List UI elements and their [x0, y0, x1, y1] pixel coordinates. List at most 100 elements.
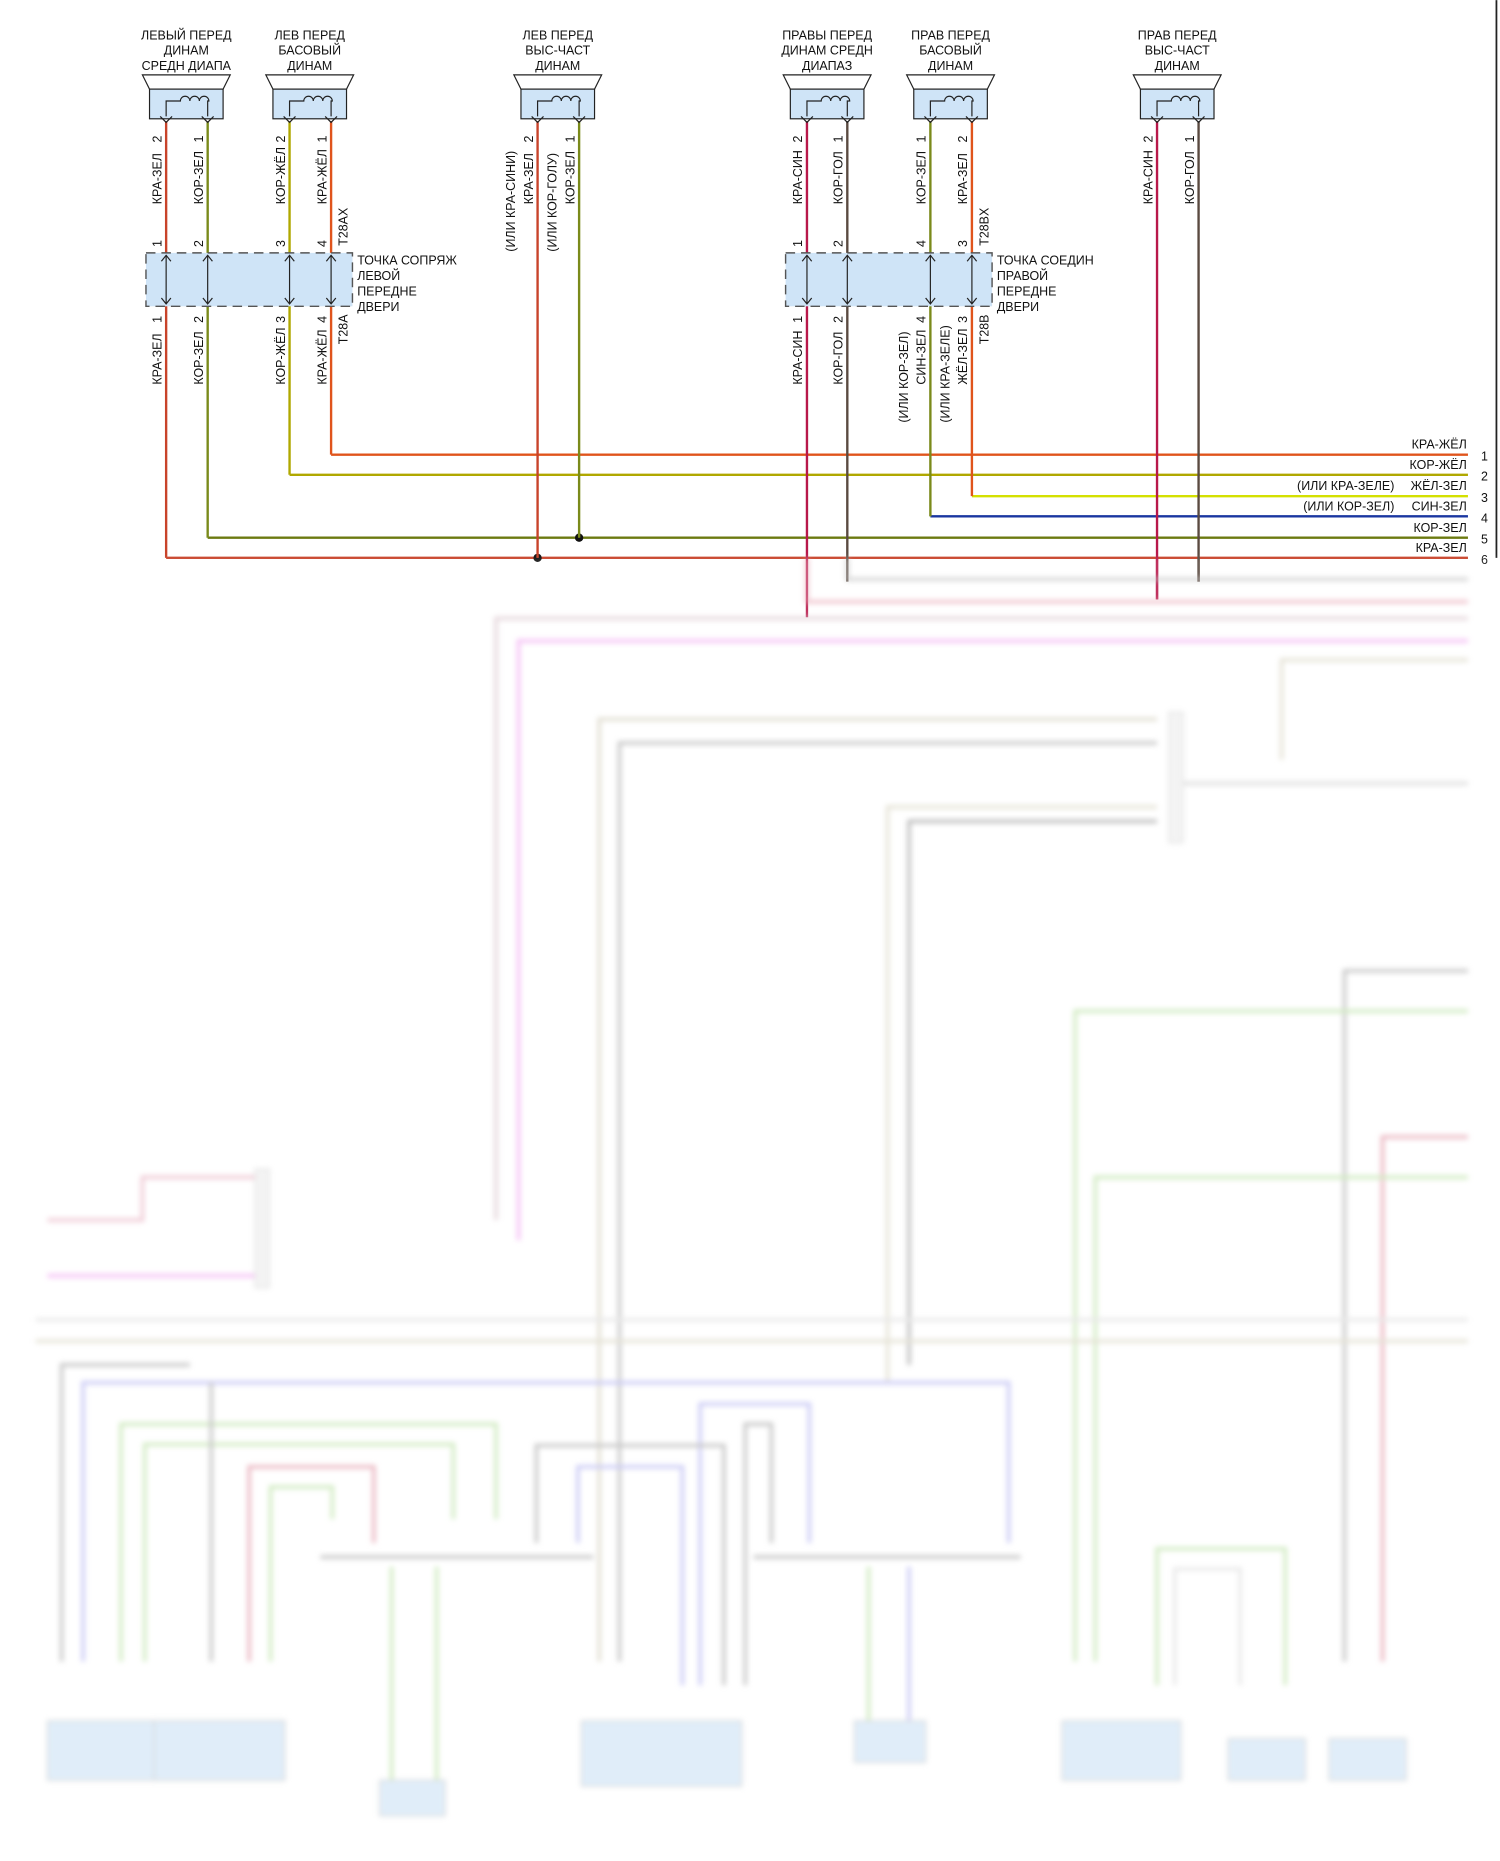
pin-number: 4	[315, 316, 329, 323]
pin-number: 3	[274, 240, 288, 247]
blurred-component	[853, 1720, 927, 1763]
wire-label: КРА-ЖЁЛ	[315, 329, 329, 384]
pin-number: 2	[832, 240, 846, 247]
pin-number: 1	[192, 136, 206, 143]
blurred-component	[1328, 1738, 1407, 1781]
connector-tag: T28AX	[337, 207, 351, 246]
blurred-wire	[47, 1175, 256, 1222]
pin-number: 3	[956, 316, 970, 323]
pin-arrow-icon	[966, 254, 978, 305]
speaker-coil-icon	[288, 95, 333, 117]
blurred-wire	[247, 1465, 376, 1662]
pin-number: 2	[150, 136, 164, 143]
pin-number: 1	[150, 316, 164, 323]
speaker-coil-icon	[806, 95, 851, 117]
blurred-wire	[534, 1443, 726, 1686]
harness-pin-number: 5	[1481, 533, 1488, 547]
harness-wire-label: КРА-ЖЁЛ	[1412, 438, 1467, 452]
pin-number: 1	[1183, 136, 1197, 143]
wire-alt-label: (ИЛИ КРА-СИНИ)	[504, 151, 518, 252]
pin-number: 1	[150, 240, 164, 247]
speaker-horn-icon	[905, 74, 996, 90]
blurred-wire	[805, 557, 1468, 604]
wire-label: КОР-ЖЁЛ	[274, 327, 288, 384]
wire-label: КРА-ЗЕЛ	[150, 153, 164, 204]
blurred-lower-section	[0, 557, 1500, 1861]
pin-arrow-icon	[1150, 115, 1164, 124]
speaker-horn-icon	[1132, 74, 1223, 90]
blurred-wire	[142, 1442, 456, 1662]
speaker-horn-icon	[141, 74, 232, 90]
blurred-wire	[743, 1422, 774, 1686]
speaker-title: ДИНАМ	[535, 59, 580, 73]
blurred-wire	[1380, 1135, 1468, 1662]
speaker-body	[148, 88, 224, 120]
haze-overlay	[0, 557, 1500, 1861]
pin-arrow-icon	[840, 115, 854, 124]
wire-label: КОР-ЗЕЛ	[192, 331, 206, 384]
blurred-wire	[576, 1465, 685, 1686]
speaker-title: ДИНАМ	[928, 59, 973, 73]
blurred-component	[379, 1779, 446, 1817]
wire-label: КОР-ЗЕЛ	[192, 151, 206, 204]
harness-wire-label: СИН-ЗЕЛ	[1412, 499, 1467, 513]
pin-number: 4	[915, 240, 929, 247]
blurred-wire	[268, 1485, 335, 1662]
connector-label: ЛЕВОЙ	[357, 268, 400, 283]
harness-alt-label: (ИЛИ КРА-ЗЕЛЕ)	[1297, 479, 1394, 493]
pin-number: 2	[192, 316, 206, 323]
connector-label: ПРАВОЙ	[997, 268, 1048, 283]
blurred-wire	[1342, 969, 1468, 1662]
blurred-wire	[885, 805, 1158, 1383]
pin-arrow-icon	[283, 115, 296, 124]
harness-alt-label: (ИЛИ КОР-ЗЕЛ)	[1303, 499, 1394, 513]
pin-arrow-icon	[572, 115, 586, 124]
speaker-title: ЛЕВЫЙ ПЕРЕД	[141, 27, 232, 42]
wire-label: СИН-ЗЕЛ	[915, 330, 929, 385]
blurred-wire	[516, 639, 1468, 1241]
connector-label: ТОЧКА СОПРЯЖ	[357, 254, 457, 268]
blurred-component	[580, 1720, 743, 1787]
wire-label: КОР-ЖЁЛ	[274, 147, 288, 204]
pin-arrow-icon	[801, 254, 813, 305]
pin-number: 3	[956, 240, 970, 247]
speaker-title: ЛЕВ ПЕРЕД	[522, 28, 593, 42]
wire-label: КРА-ЗЕЛ	[522, 153, 536, 204]
wire-label: КОР-ГОЛ	[1183, 151, 1197, 204]
blurred-wire	[907, 819, 1158, 1365]
wire-label: КОР-ЗЕЛ	[563, 151, 577, 204]
wire-alt-label: (ИЛИ КОР-ГОЛУ)	[546, 153, 560, 252]
connector-label: ПЕРЕДНЕ	[997, 285, 1057, 299]
pin-arrow-icon	[531, 115, 544, 124]
speaker-title: ДИАПАЗ	[802, 59, 852, 73]
connector-label: ПЕРЕДНЕ	[357, 285, 417, 299]
pin-arrow-icon	[201, 115, 215, 124]
connector-tag: T28B	[978, 315, 992, 345]
pin-number: 1	[315, 136, 329, 143]
blurred-wire	[59, 1363, 190, 1662]
speaker-title: ВЫС-ЧАСТ	[1145, 44, 1210, 58]
pin-number: 2	[956, 136, 970, 143]
pin-number: 1	[832, 136, 846, 143]
speaker-title: ПРАВЫ ПЕРЕД	[782, 28, 872, 42]
blurred-wire	[1173, 1567, 1242, 1686]
wire-label: КРА-СИН	[1141, 150, 1155, 204]
pin-arrow-icon	[800, 115, 814, 124]
wire-label: КОР-ГОЛ	[832, 332, 846, 385]
wire-alt-label: (ИЛИ КОР-ЗЕЛ)	[897, 331, 911, 422]
speaker-coil-icon	[165, 95, 210, 117]
harness-pin-number: 6	[1481, 553, 1488, 567]
wire-label: ЖЁЛ-ЗЕЛ	[956, 328, 970, 384]
blurred-component	[1168, 711, 1184, 844]
blurred-wire	[617, 741, 1158, 1662]
wires	[164, 121, 1468, 618]
blurred-wire	[1155, 1546, 1287, 1686]
pin-number: 1	[563, 136, 577, 143]
pin-number: 2	[1141, 136, 1155, 143]
pin-arrow-icon	[160, 254, 172, 305]
harness-wire-label: КОР-ЗЕЛ	[1414, 521, 1467, 535]
pin-arrow-icon	[842, 254, 853, 305]
speaker-title: СРЕДН ДИАПА	[142, 59, 232, 73]
harness-pin-number: 1	[1481, 450, 1488, 464]
pin-number: 2	[522, 136, 536, 143]
